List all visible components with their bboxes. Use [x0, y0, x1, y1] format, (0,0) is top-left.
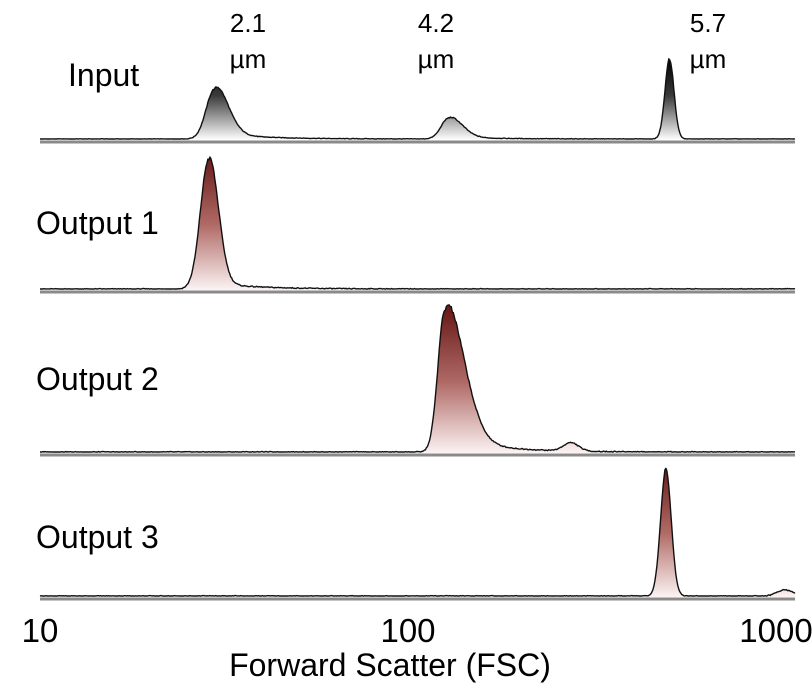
series-3: Output 2 [36, 304, 795, 457]
series-label: Output 2 [36, 361, 159, 397]
x-tick-label: 1000 [739, 612, 812, 649]
series-4: Output 3 [36, 467, 796, 601]
series-2: Output 1 [36, 156, 796, 294]
series-label: Output 3 [36, 519, 159, 555]
series-line [40, 304, 795, 453]
x-axis-title: Forward Scatter (FSC) [229, 647, 551, 683]
series-label: Input [68, 57, 139, 93]
peak-size-label: 4.2 [418, 8, 454, 38]
series-line [39, 58, 796, 140]
series-area [40, 58, 795, 140]
series-line [40, 156, 796, 290]
peak-size-label: 5.7 [690, 8, 726, 38]
peak-size-unit: µm [418, 44, 455, 74]
peak-size-label: 2.1 [230, 8, 266, 38]
peak-size-unit: µm [230, 44, 267, 74]
series-label: Output 1 [36, 205, 159, 241]
x-tick-label: 10 [22, 612, 59, 649]
series-line [39, 467, 796, 597]
x-tick-label: 100 [380, 612, 435, 649]
series-1: Input [39, 57, 796, 144]
peak-size-unit: µm [690, 44, 727, 74]
